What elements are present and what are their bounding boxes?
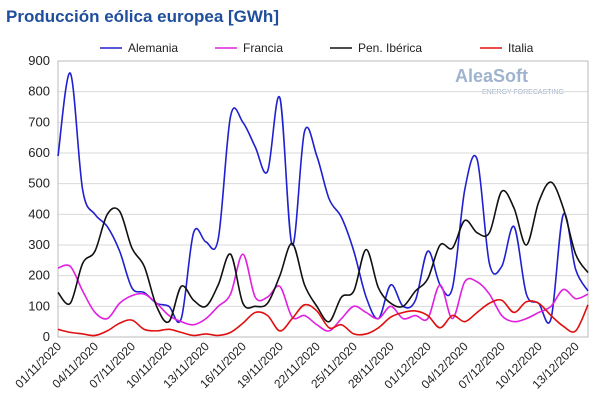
y-tick-label: 900 (28, 53, 50, 68)
chart-title: Producción eólica europea [GWh] (6, 7, 279, 26)
y-tick-label: 700 (28, 114, 50, 129)
y-tick-label: 800 (28, 84, 50, 99)
watermark-brand: AleaSoft (455, 66, 528, 86)
plot-border (57, 60, 589, 338)
y-tick-label: 300 (28, 237, 50, 252)
y-tick-label: 100 (28, 298, 50, 313)
y-tick-label: 400 (28, 206, 50, 221)
series-line (57, 253, 589, 332)
watermark-tagline: ENERGY FORECASTING (482, 89, 564, 96)
y-tick-label: 500 (28, 176, 50, 191)
y-tick-label: 200 (28, 268, 50, 283)
legend-label: Francia (243, 41, 283, 55)
series-line (57, 72, 589, 324)
y-tick-label: 600 (28, 145, 50, 160)
y-tick-label: 0 (43, 329, 50, 344)
series-line (57, 298, 589, 337)
legend-label: Alemania (128, 41, 178, 55)
legend-label: Pen. Ibérica (358, 41, 422, 55)
series-line (57, 181, 589, 324)
legend-label: Italia (508, 41, 534, 55)
